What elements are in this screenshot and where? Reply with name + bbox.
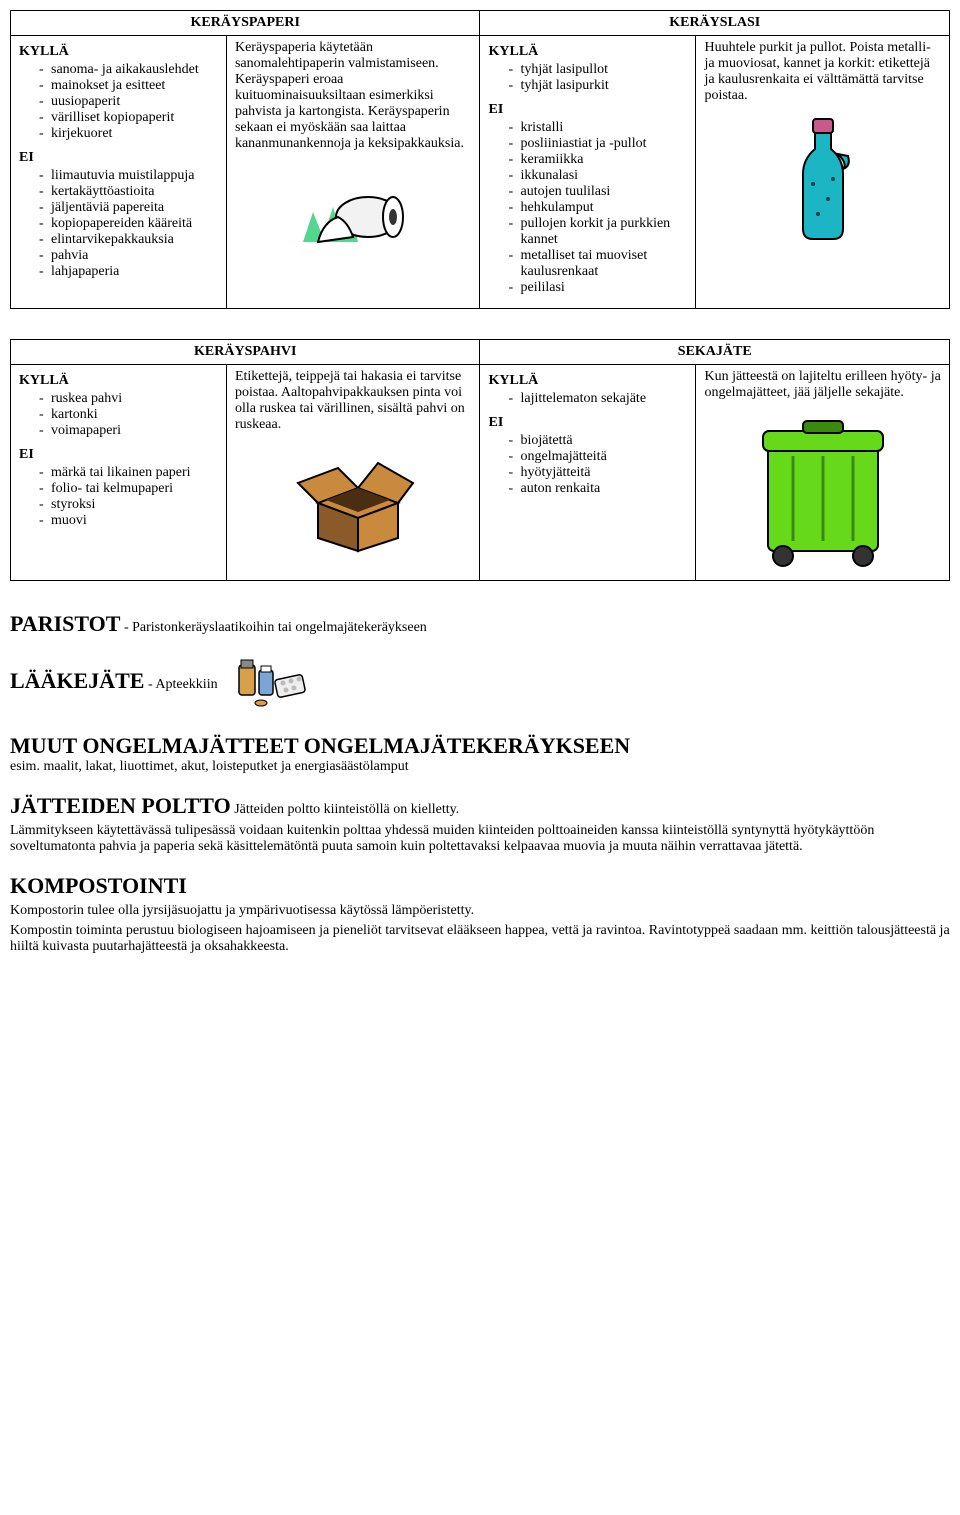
section-paristot: PARISTOT - Paristonkeräyslaatikoihin tai… xyxy=(10,611,950,637)
muut-sub: esim. maalit, lakat, liuottimet, akut, l… xyxy=(10,759,950,775)
mixed-desc: Kun jätteestä on lajiteltu erilleen hyöt… xyxy=(704,369,941,401)
glass-yes-label: KYLLÄ xyxy=(488,44,687,60)
list-item: mainokset ja esitteet xyxy=(39,78,218,94)
list-item: biojätettä xyxy=(508,433,687,449)
list-item: elintarvikepakkauksia xyxy=(39,232,218,248)
poltto-title: JÄTTEIDEN POLTTO xyxy=(10,793,231,818)
card-yes-list: ruskea pahvikartonkivoimapaperi xyxy=(19,391,218,439)
list-item: kopiopapereiden kääreitä xyxy=(39,216,218,232)
section-muut: MUUT ONGELMAJÄTTEET ONGELMAJÄTEKERÄYKSEE… xyxy=(10,733,950,775)
section-kompostointi: KOMPOSTOINTI Kompostorin tulee olla jyrs… xyxy=(10,873,950,955)
card-yes-label: KYLLÄ xyxy=(19,373,218,389)
list-item: ruskea pahvi xyxy=(39,391,218,407)
mixed-yes-list: lajittelematon sekajäte xyxy=(488,391,687,407)
list-item: kartonki xyxy=(39,407,218,423)
card-desc: Etikettejä, teippejä tai hakasia ei tarv… xyxy=(235,369,472,433)
laake-sub: - Apteekkiin xyxy=(148,677,218,692)
list-item: ikkunalasi xyxy=(508,168,687,184)
paper-yes-label: KYLLÄ xyxy=(19,44,218,60)
paristot-title: PARISTOT xyxy=(10,611,120,636)
glass-yes-list: tyhjät lasipullottyhjät lasipurkit xyxy=(488,62,687,94)
paper-no-list: liimautuvia muistilappujakertakäyttöasti… xyxy=(19,168,218,280)
list-item: sanoma- ja aikakauslehdet xyxy=(39,62,218,78)
glass-desc-cell: Huuhtele purkit ja pullot. Poista metall… xyxy=(696,36,950,309)
paper-roll-icon xyxy=(235,162,472,257)
mixed-desc-cell: Kun jätteestä on lajiteltu erilleen hyöt… xyxy=(696,365,950,581)
list-item: posliiniastiat ja -pullot xyxy=(508,136,687,152)
header-glass: KERÄYSLASI xyxy=(480,11,950,36)
glass-lists: KYLLÄ tyhjät lasipullottyhjät lasipurkit… xyxy=(480,36,696,309)
bin-icon xyxy=(704,411,941,576)
glass-desc: Huuhtele purkit ja pullot. Poista metall… xyxy=(704,40,941,104)
laake-title: LÄÄKEJÄTE xyxy=(10,668,144,693)
mixed-no-label: EI xyxy=(488,415,687,431)
header-paper: KERÄYSPAPERI xyxy=(11,11,480,36)
section-poltto: JÄTTEIDEN POLTTO Jätteiden poltto kiinte… xyxy=(10,793,950,855)
list-item: lajittelematon sekajäte xyxy=(508,391,687,407)
glass-no-label: EI xyxy=(488,102,687,118)
paper-lists: KYLLÄ sanoma- ja aikakauslehdetmainokset… xyxy=(11,36,227,309)
paristot-sub: - Paristonkeräyslaatikoihin tai ongelmaj… xyxy=(124,620,427,635)
card-no-list: märkä tai likainen paperifolio- tai kelm… xyxy=(19,465,218,529)
glass-no-list: kristalliposliiniastiat ja -pullotkerami… xyxy=(488,120,687,296)
komp-p1: Kompostorin tulee olla jyrsijäsuojattu j… xyxy=(10,903,950,919)
box-icon xyxy=(235,443,472,558)
list-item: ongelmajätteitä xyxy=(508,449,687,465)
poltto-sub: Jätteiden poltto kiinteistöllä on kielle… xyxy=(234,802,459,817)
list-item: metalliset tai muoviset kaulusrenkaat xyxy=(508,248,687,280)
muut-title: MUUT ONGELMAJÄTTEET ONGELMAJÄTEKERÄYKSEE… xyxy=(10,733,630,758)
list-item: muovi xyxy=(39,513,218,529)
paper-no-label: EI xyxy=(19,150,218,166)
list-item: liimautuvia muistilappuja xyxy=(39,168,218,184)
list-item: voimapaperi xyxy=(39,423,218,439)
list-item: pullojen korkit ja purkkien kannet xyxy=(508,216,687,248)
mixed-yes-label: KYLLÄ xyxy=(488,373,687,389)
meds-icon xyxy=(231,699,311,714)
table-card-mixed: KERÄYSPAHVI SEKAJÄTE KYLLÄ ruskea pahvik… xyxy=(10,339,950,581)
list-item: auton renkaita xyxy=(508,481,687,497)
list-item: hehkulamput xyxy=(508,200,687,216)
table-paper-glass: KERÄYSPAPERI KERÄYSLASI KYLLÄ sanoma- ja… xyxy=(10,10,950,309)
paper-desc-cell: Keräyspaperia käytetään sanomalehtipaper… xyxy=(226,36,480,309)
list-item: uusiopaperit xyxy=(39,94,218,110)
header-mixed: SEKAJÄTE xyxy=(480,340,950,365)
komp-title: KOMPOSTOINTI xyxy=(10,873,187,898)
header-card: KERÄYSPAHVI xyxy=(11,340,480,365)
list-item: peililasi xyxy=(508,280,687,296)
bottle-icon xyxy=(704,114,941,249)
list-item: pahvia xyxy=(39,248,218,264)
section-laakejate: LÄÄKEJÄTE - Apteekkiin xyxy=(10,655,950,715)
mixed-lists: KYLLÄ lajittelematon sekajäte EI biojäte… xyxy=(480,365,696,581)
list-item: autojen tuulilasi xyxy=(508,184,687,200)
list-item: kirjekuoret xyxy=(39,126,218,142)
list-item: tyhjät lasipurkit xyxy=(508,78,687,94)
mixed-no-list: biojätettäongelmajätteitähyötyjätteitäau… xyxy=(488,433,687,497)
komp-p2: Kompostin toiminta perustuu biologiseen … xyxy=(10,923,950,955)
card-lists: KYLLÄ ruskea pahvikartonkivoimapaperi EI… xyxy=(11,365,227,581)
card-no-label: EI xyxy=(19,447,218,463)
list-item: jäljentäviä papereita xyxy=(39,200,218,216)
card-desc-cell: Etikettejä, teippejä tai hakasia ei tarv… xyxy=(226,365,480,581)
list-item: värilliset kopiopaperit xyxy=(39,110,218,126)
list-item: lahjapaperia xyxy=(39,264,218,280)
list-item: märkä tai likainen paperi xyxy=(39,465,218,481)
list-item: kristalli xyxy=(508,120,687,136)
list-item: styroksi xyxy=(39,497,218,513)
list-item: folio- tai kelmupaperi xyxy=(39,481,218,497)
list-item: hyötyjätteitä xyxy=(508,465,687,481)
paper-desc: Keräyspaperia käytetään sanomalehtipaper… xyxy=(235,40,472,152)
list-item: keramiikka xyxy=(508,152,687,168)
list-item: tyhjät lasipullot xyxy=(508,62,687,78)
poltto-para: Lämmitykseen käytettävässä tulipesässä v… xyxy=(10,823,950,855)
list-item: kertakäyttöastioita xyxy=(39,184,218,200)
paper-yes-list: sanoma- ja aikakauslehdetmainokset ja es… xyxy=(19,62,218,142)
